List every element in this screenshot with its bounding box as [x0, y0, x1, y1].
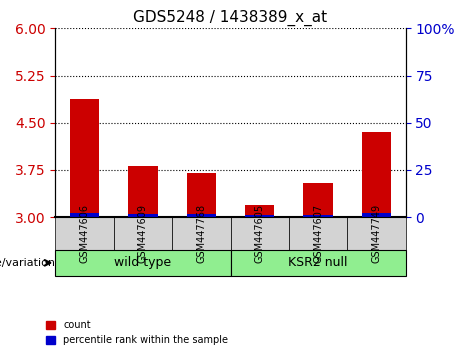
FancyBboxPatch shape	[230, 217, 289, 250]
Bar	[187, 173, 216, 217]
Legend: count, percentile rank within the sample: count, percentile rank within the sample	[42, 316, 232, 349]
Text: GSM447605: GSM447605	[254, 204, 265, 263]
Bar	[70, 213, 99, 217]
Title: GDS5248 / 1438389_x_at: GDS5248 / 1438389_x_at	[133, 9, 328, 25]
Bar	[128, 214, 158, 217]
Bar	[303, 215, 333, 217]
Bar	[362, 213, 391, 217]
Bar	[245, 205, 274, 217]
Bar	[303, 183, 333, 217]
Text: wild type: wild type	[114, 256, 171, 269]
Text: KSR2 null: KSR2 null	[288, 256, 348, 269]
FancyBboxPatch shape	[114, 217, 172, 250]
Text: GSM447749: GSM447749	[372, 204, 382, 263]
Text: GSM447609: GSM447609	[138, 204, 148, 263]
FancyBboxPatch shape	[230, 250, 406, 276]
Text: genotype/variation: genotype/variation	[0, 258, 55, 268]
Text: GSM447606: GSM447606	[79, 204, 89, 263]
Bar	[245, 215, 274, 217]
FancyBboxPatch shape	[55, 217, 114, 250]
Bar	[362, 132, 391, 217]
Text: GSM447607: GSM447607	[313, 204, 323, 263]
FancyBboxPatch shape	[347, 217, 406, 250]
FancyBboxPatch shape	[172, 217, 230, 250]
Bar	[70, 99, 99, 217]
FancyBboxPatch shape	[55, 250, 230, 276]
FancyBboxPatch shape	[289, 217, 347, 250]
Text: GSM447768: GSM447768	[196, 204, 207, 263]
Bar	[187, 214, 216, 217]
Bar	[128, 166, 158, 217]
